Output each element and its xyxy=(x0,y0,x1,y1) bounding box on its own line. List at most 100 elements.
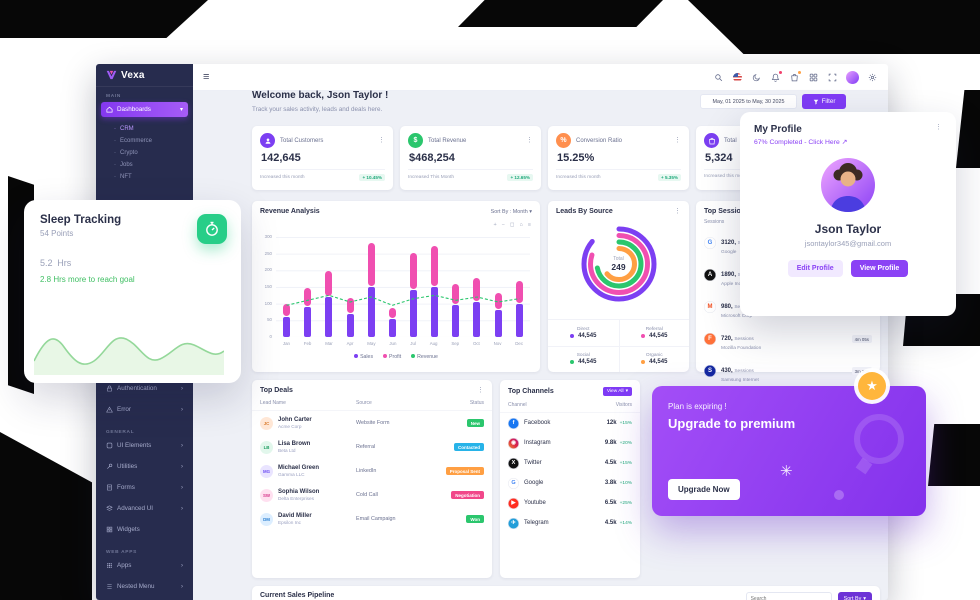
sidebar-item-error[interactable]: Error › xyxy=(101,402,188,417)
chart-menu-icon[interactable]: ≡ xyxy=(527,222,531,228)
sort-by-dropdown[interactable]: Sort By : Month ▾ xyxy=(490,208,532,215)
status-badge: Won xyxy=(466,515,484,523)
search-input[interactable] xyxy=(745,592,832,600)
cart-badge xyxy=(797,70,801,74)
sidebar-item-label: Utilities xyxy=(117,463,138,470)
kebab-menu-icon[interactable]: ⋮ xyxy=(477,387,484,394)
view-profile-button[interactable]: View Profile xyxy=(850,260,909,277)
kebab-menu-icon[interactable]: ⋮ xyxy=(674,137,681,144)
stat-value: $468,254 xyxy=(409,152,455,164)
settings-gear-icon[interactable] xyxy=(867,72,878,83)
legend-item[interactable]: Profit xyxy=(383,354,401,360)
user-avatar[interactable] xyxy=(846,70,859,84)
sidebar-item-dashboards[interactable]: Dashboards ▾ xyxy=(101,102,188,117)
cart-icon[interactable] xyxy=(789,70,801,83)
channel-row[interactable]: G Google 3.8k +10% xyxy=(500,473,640,493)
legend-item[interactable]: Revenue xyxy=(411,354,438,360)
table-row[interactable]: DM David Miller Epsilon Inc Email Campaign… xyxy=(252,507,492,531)
search-icon[interactable] xyxy=(713,72,724,83)
chevron-down-icon: ▾ xyxy=(179,107,183,113)
fullscreen-icon[interactable] xyxy=(827,72,838,83)
stat-label: Conversion Ratio xyxy=(576,137,623,144)
apps-grid-icon[interactable] xyxy=(808,72,819,83)
circle-decor xyxy=(854,414,904,464)
notifications-bell-icon[interactable] xyxy=(770,70,782,83)
top-deals-card: Top Deals ⋮ Lead Name Source Status JC John … xyxy=(252,380,492,578)
kebab-menu-icon[interactable]: ⋮ xyxy=(378,137,385,144)
sidebar-item-crypto[interactable]: · Crypto xyxy=(96,147,193,159)
funnel-icon xyxy=(813,99,818,104)
session-row[interactable]: F 720, Sessions Mozilla Foundation 4m 05s xyxy=(696,323,880,355)
zoom-in-icon[interactable]: + xyxy=(493,222,497,228)
bar-column xyxy=(515,237,523,337)
bar-column xyxy=(283,237,291,337)
chevron-down-icon: ▾ xyxy=(863,595,866,600)
date-range-picker[interactable]: May, 01 2025 to May, 30 2025 xyxy=(700,94,797,109)
sub-item-label: CRM xyxy=(120,126,134,132)
profile-completion-link[interactable]: 67% Completed - Click Here ↗ xyxy=(754,139,848,146)
table-row[interactable]: JC John Carter Acme Corp Website Form New xyxy=(252,411,492,435)
channel-row[interactable]: f Facebook 12k +15% xyxy=(500,413,640,433)
sidebar-item-ui-elements[interactable]: UI Elements › xyxy=(101,438,188,453)
channel-row[interactable]: ◉ Instagram 9.8k +20% xyxy=(500,433,640,453)
sleep-tracking-card: Sleep Tracking 54 Points 5.2 Hrs 2.8 Hrs… xyxy=(24,200,241,383)
plan-title: Upgrade to premium xyxy=(668,416,796,431)
leads-donut-svg xyxy=(581,226,656,302)
sidebar-item-advanced-ui[interactable]: Advanced UI › xyxy=(101,501,188,516)
sidebar-item-widgets[interactable]: Widgets xyxy=(101,522,188,537)
kebab-menu-icon[interactable]: ⋮ xyxy=(674,208,681,215)
mozilla-icon: F xyxy=(704,333,716,345)
filter-label: Filter xyxy=(821,98,836,105)
sort-by-button[interactable]: Sort By ▾ xyxy=(837,592,872,600)
reset-home-icon[interactable]: ⌂ xyxy=(519,222,523,228)
card-title: Sleep Tracking xyxy=(40,214,122,226)
decor-shape xyxy=(956,90,980,168)
y-tick: 100 xyxy=(264,300,272,306)
legend-item[interactable]: Sales xyxy=(354,354,373,360)
selection-icon[interactable]: ◻ xyxy=(509,222,515,228)
brand-logo[interactable]: Vexa xyxy=(96,64,193,87)
sidebar-item-jobs[interactable]: · Jobs xyxy=(96,159,193,171)
sidebar-item-authentication[interactable]: Authentication › xyxy=(101,381,188,396)
sidebar-item-nested-menu[interactable]: Nested Menu › xyxy=(101,579,188,594)
legend-dot xyxy=(383,354,388,358)
y-tick: 150 xyxy=(264,283,272,289)
sub-item-label: Ecommerce xyxy=(120,138,153,144)
legend-dot xyxy=(570,333,575,338)
sidebar-item-apps[interactable]: Apps › xyxy=(101,558,188,573)
topbar: ≡ xyxy=(193,64,888,91)
x-tick: Jun xyxy=(389,341,397,346)
table-row[interactable]: SW Sophia Wilson Delta Enterprises Cold Ca… xyxy=(252,483,492,507)
bullet-icon: · xyxy=(114,162,116,168)
channel-row[interactable]: ▶ Youtube 6.5k +25% xyxy=(500,493,640,513)
filter-button[interactable]: Filter xyxy=(802,94,846,109)
zoom-out-icon[interactable]: − xyxy=(501,222,505,228)
channel-row[interactable]: X Twitter 4.5k +15% xyxy=(500,453,640,473)
avatar: DM xyxy=(260,512,273,526)
dark-mode-icon[interactable] xyxy=(751,72,762,83)
sidebar-item-forms[interactable]: Forms › xyxy=(101,480,188,495)
table-row[interactable]: MG Michael Green Gamma LLC LinkedIn Propos… xyxy=(252,459,492,483)
session-row[interactable]: S 430, Sessions Samsung Internet 3m 30s xyxy=(696,355,880,387)
sidebar-item-utilities[interactable]: Utilities › xyxy=(101,459,188,474)
conversion-icon: % xyxy=(556,133,571,148)
avatar: JC xyxy=(260,416,273,430)
chevron-right-icon: › xyxy=(181,505,183,512)
sidebar-item-nft[interactable]: · NFT xyxy=(96,171,193,183)
legend-dot xyxy=(641,360,646,365)
view-all-button[interactable]: View All ▾ xyxy=(602,387,632,396)
sidebar-item-crm[interactable]: · CRM xyxy=(96,123,193,135)
sidebar-item-ecommerce[interactable]: · Ecommerce xyxy=(96,135,193,147)
channel-row[interactable]: ✈ Telegram 4.5k +14% xyxy=(500,513,640,533)
legend-cell-referral: Referral 44,545 xyxy=(618,320,690,346)
external-link-icon: ↗ xyxy=(841,139,848,146)
upgrade-now-button[interactable]: Upgrade Now xyxy=(668,479,740,500)
kebab-menu-icon[interactable]: ⋮ xyxy=(526,137,533,144)
edit-profile-button[interactable]: Edit Profile xyxy=(787,260,843,277)
hamburger-icon[interactable]: ≡ xyxy=(203,70,210,83)
kebab-menu-icon[interactable]: ⋮ xyxy=(935,124,942,131)
table-row[interactable]: LB Lisa Brown Beta Ltd Referral Contacted xyxy=(252,435,492,459)
y-tick: 250 xyxy=(264,250,272,256)
decor-shape xyxy=(928,424,980,486)
language-flag-icon[interactable] xyxy=(732,72,743,83)
